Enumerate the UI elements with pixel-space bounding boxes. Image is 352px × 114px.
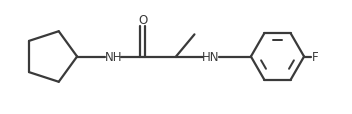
Text: O: O — [138, 14, 147, 27]
Text: HN: HN — [202, 51, 220, 63]
Text: F: F — [312, 51, 319, 63]
Text: NH: NH — [105, 51, 122, 63]
